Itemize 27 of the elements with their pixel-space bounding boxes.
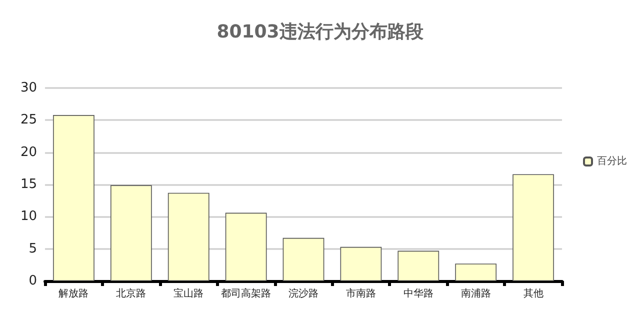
x-tick-label: 宝山路 bbox=[174, 288, 204, 300]
y-tick-label: 0 bbox=[28, 274, 37, 288]
y-tick-label: 5 bbox=[28, 241, 37, 256]
legend-label: 百分比 bbox=[597, 155, 627, 167]
bar bbox=[282, 238, 324, 281]
x-tick-label: 南浦路 bbox=[460, 288, 491, 300]
y-tick-label: 25 bbox=[20, 112, 37, 128]
bar bbox=[340, 246, 382, 281]
bar bbox=[110, 185, 152, 281]
chart-title: 80103违法行为分布路段 bbox=[216, 22, 424, 42]
x-tick-label: 市南路 bbox=[346, 288, 376, 300]
x-tick-label: 北京路 bbox=[116, 288, 146, 300]
bar bbox=[512, 174, 554, 281]
y-tick-label: 30 bbox=[20, 80, 37, 96]
x-tick-label: 其他 bbox=[523, 288, 544, 300]
bar bbox=[53, 115, 94, 281]
bar bbox=[225, 212, 267, 281]
bar bbox=[398, 250, 440, 281]
bar bbox=[455, 264, 497, 281]
bar bbox=[168, 192, 210, 281]
y-tick-label: 10 bbox=[20, 209, 37, 224]
y-tick-label: 15 bbox=[20, 177, 37, 192]
x-tick-label: 解放路 bbox=[58, 288, 89, 300]
y-tick-label: 20 bbox=[20, 144, 37, 160]
x-tick-label: 浣沙路 bbox=[288, 288, 318, 300]
x-tick-label: 都司高架路 bbox=[221, 288, 272, 300]
x-tick-label: 中华路 bbox=[403, 288, 434, 300]
